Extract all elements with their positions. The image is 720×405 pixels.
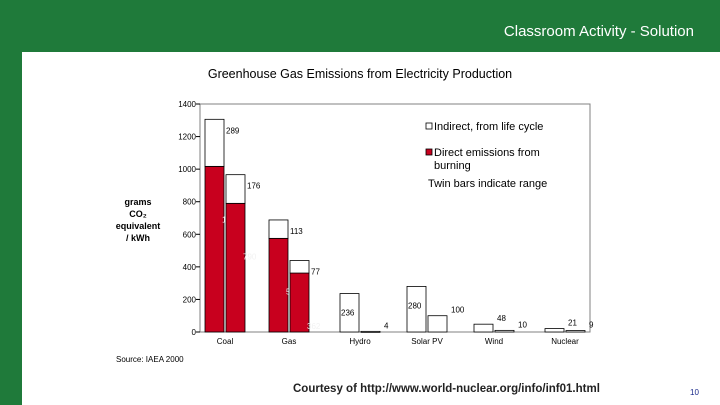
data-label-indirect: 9 <box>589 321 594 330</box>
y-tick-label: 200 <box>183 295 197 304</box>
legend-label-indirect: Indirect, from life cycle <box>434 121 543 133</box>
y-tick-label: 1000 <box>178 165 196 174</box>
y-axis-label: grams CO₂ equivalent / kWh <box>112 196 164 244</box>
legend-label-direct: burning <box>434 160 471 172</box>
bar-indirect <box>406 285 427 333</box>
bar-direct <box>225 202 246 333</box>
bar-indirect <box>427 315 448 333</box>
page-number: 10 <box>690 388 699 397</box>
plot-area <box>199 103 591 333</box>
data-label-indirect: 100 <box>451 306 465 315</box>
data-label-direct: 362 <box>307 322 321 331</box>
slide-title: Classroom Activity - Solution <box>503 23 694 40</box>
bar-indirect <box>544 328 565 333</box>
data-label-indirect: 48 <box>497 314 506 323</box>
x-tick-label: Wind <box>485 337 503 346</box>
source-note: Source: IAEA 2000 <box>116 355 184 364</box>
data-label-indirect: 4 <box>384 321 389 330</box>
x-tick-label: Nuclear <box>551 337 579 346</box>
x-tick-label: Coal <box>217 337 234 346</box>
data-label-indirect: 236 <box>341 309 355 318</box>
legend-label-direct: Direct emissions from <box>434 147 540 159</box>
legend-note: Twin bars indicate range <box>428 178 547 190</box>
bar-direct <box>204 165 225 333</box>
y-tick-label: 800 <box>183 198 197 207</box>
legend-swatch-indirect <box>425 122 433 130</box>
chart-title: Greenhouse Gas Emissions from Electricit… <box>207 67 513 81</box>
bar-indirect <box>494 329 515 333</box>
x-tick-label: Hydro <box>349 337 371 346</box>
y-axis-label-line: equivalent <box>115 221 161 231</box>
y-tick-label: 600 <box>183 230 197 239</box>
y-axis-label-line: CO₂ <box>129 209 147 219</box>
bar-indirect <box>268 219 289 239</box>
bar-indirect <box>360 330 381 333</box>
side-band <box>0 0 22 405</box>
y-tick-label: 1400 <box>178 100 196 109</box>
bar-indirect <box>565 330 586 333</box>
data-label-indirect: 176 <box>247 182 261 191</box>
data-label-direct: 790 <box>243 252 257 261</box>
bar-indirect <box>339 293 360 333</box>
y-tick-label: 400 <box>183 263 197 272</box>
legend-swatch-direct <box>425 148 433 156</box>
courtesy-link[interactable]: Courtesy of http://www.world-nuclear.org… <box>293 383 600 395</box>
data-label-indirect: 113 <box>290 227 303 236</box>
y-axis-label-line: grams <box>124 197 152 207</box>
data-label-indirect: 280 <box>408 301 422 310</box>
bar-direct <box>268 237 289 333</box>
bar-indirect <box>225 174 246 204</box>
y-axis-label-line: / kWh <box>126 233 150 243</box>
data-label-indirect: 10 <box>518 320 527 329</box>
y-tick-label: 1200 <box>178 133 196 142</box>
x-tick-label: Gas <box>282 337 297 346</box>
x-tick-label: Solar PV <box>411 337 443 346</box>
bar-indirect <box>289 260 310 274</box>
data-label-indirect: 77 <box>311 268 320 277</box>
data-label-indirect: 289 <box>226 126 240 135</box>
data-label-indirect: 21 <box>568 319 577 328</box>
y-tick-label: 0 <box>192 328 197 337</box>
header-band <box>0 0 720 52</box>
bar-indirect <box>473 323 494 333</box>
bar-indirect <box>204 118 225 167</box>
